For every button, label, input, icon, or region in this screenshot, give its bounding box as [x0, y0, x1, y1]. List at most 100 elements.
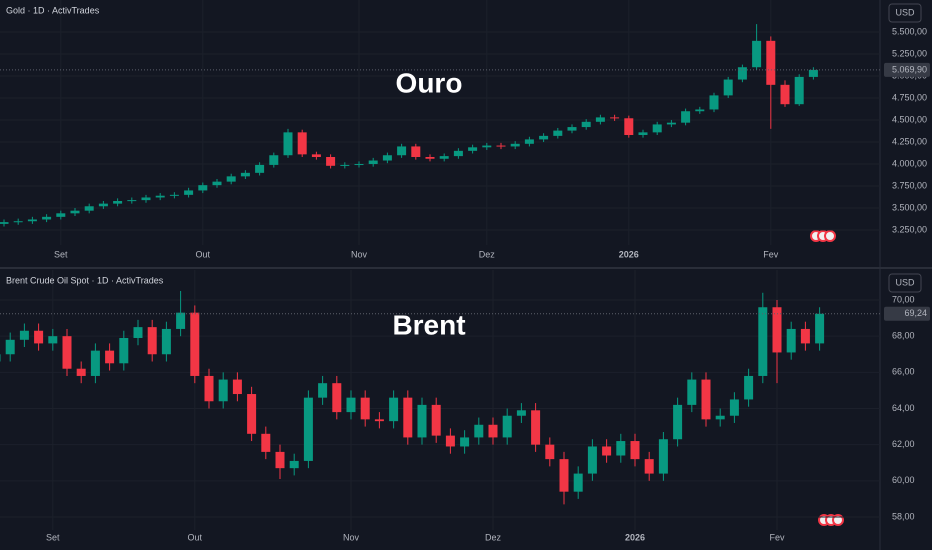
candle-body	[127, 200, 137, 202]
candle-body	[346, 397, 356, 413]
candle-body	[524, 139, 534, 144]
candle-body	[397, 146, 407, 156]
candle-body	[516, 410, 526, 416]
y-tick-label: 3.250,00	[892, 224, 927, 234]
candle-body	[374, 419, 384, 422]
x-tick-label: Fev	[763, 249, 779, 259]
candle-body	[382, 155, 392, 161]
candle-body	[190, 312, 200, 376]
chart-title: Gold · 1D · ActivTrades	[6, 5, 100, 15]
last-price-box	[884, 62, 930, 77]
currency-button[interactable]	[888, 3, 922, 23]
candle-body	[681, 111, 691, 123]
candle-body	[808, 69, 818, 77]
candle-body	[155, 195, 165, 198]
y-tick-label: 4.750,00	[892, 92, 927, 102]
candle-body	[453, 150, 463, 157]
candle-body	[474, 424, 484, 438]
candle-body	[240, 172, 250, 177]
candle-body	[283, 132, 293, 156]
candle-body	[326, 156, 336, 166]
y-tick-label: 58,00	[892, 511, 915, 521]
candle-body	[218, 379, 228, 402]
candle-body	[766, 40, 776, 85]
x-tick-label: Set	[46, 532, 60, 542]
candle-body	[539, 135, 549, 140]
currency-button[interactable]	[888, 273, 922, 293]
candle-body	[70, 210, 80, 214]
candle-body	[695, 109, 705, 112]
candle-body	[417, 404, 427, 438]
x-tick-label: Dez	[479, 249, 496, 259]
x-tick-label: Out	[188, 532, 203, 542]
candle-body	[90, 350, 100, 376]
candle-body	[119, 337, 129, 364]
candle-body	[687, 379, 697, 405]
candle-body	[545, 444, 555, 460]
candle-body	[27, 219, 37, 222]
candle-body	[48, 336, 58, 344]
candle-body	[794, 76, 804, 105]
y-tick-label: 62,00	[892, 439, 915, 449]
candle-body	[161, 328, 171, 355]
candle-body	[652, 124, 662, 133]
candle-body	[815, 313, 825, 344]
x-tick-label: Nov	[351, 249, 368, 259]
candle-body	[673, 404, 683, 440]
candle-body	[780, 84, 790, 105]
y-tick-label: 70,00	[892, 294, 915, 304]
candle-body	[737, 67, 747, 80]
candle-body	[403, 397, 413, 438]
candle-body	[318, 383, 328, 398]
candle-body	[303, 397, 313, 461]
last-price-label: 69,24	[904, 308, 927, 318]
y-tick-label: 68,00	[892, 331, 915, 341]
y-tick-label: 5.500,00	[892, 26, 927, 36]
candle-body	[354, 164, 364, 166]
candle-body	[800, 328, 810, 344]
candle-body	[758, 307, 768, 376]
candle-body	[340, 164, 350, 166]
candle-body	[368, 160, 378, 165]
candle-body	[723, 79, 733, 96]
candle-body	[630, 441, 640, 460]
y-tick-label: 3.750,00	[892, 180, 927, 190]
x-tick-label: Set	[54, 249, 68, 259]
candle-body	[56, 213, 66, 217]
candle-body	[553, 130, 563, 136]
candle-body	[275, 451, 285, 469]
candle-body	[247, 394, 257, 434]
candle-body	[34, 330, 44, 344]
x-tick-label: Fev	[769, 532, 785, 542]
candle-body	[232, 379, 242, 395]
candle-body	[198, 185, 208, 191]
candle-body	[425, 156, 435, 159]
candle-body	[141, 197, 151, 201]
currency-label[interactable]: USD	[895, 7, 915, 17]
candle-body	[510, 143, 520, 147]
candle-body	[488, 424, 498, 438]
x-tick-label: 2026	[619, 249, 639, 259]
y-tick-label: 5.250,00	[892, 48, 927, 58]
x-tick-label: Dez	[485, 532, 502, 542]
candle-body	[147, 327, 157, 355]
candle-body	[744, 375, 754, 400]
candle-body	[5, 339, 15, 355]
candle-body	[76, 368, 86, 376]
candle-body	[610, 117, 620, 119]
candle-body	[772, 307, 782, 353]
candle-body	[602, 446, 612, 456]
candle-body	[332, 383, 342, 413]
candle-body	[169, 194, 179, 196]
y-tick-label: 4.500,00	[892, 114, 927, 124]
candle-body	[595, 117, 605, 122]
candle-body	[573, 473, 583, 492]
currency-label[interactable]: USD	[895, 277, 915, 287]
candle-body	[559, 459, 569, 492]
candle-body	[13, 221, 23, 223]
candle-body	[389, 397, 399, 422]
x-tick-label: 2026	[625, 532, 645, 542]
candle-body	[624, 118, 634, 135]
event-icons	[810, 230, 844, 526]
